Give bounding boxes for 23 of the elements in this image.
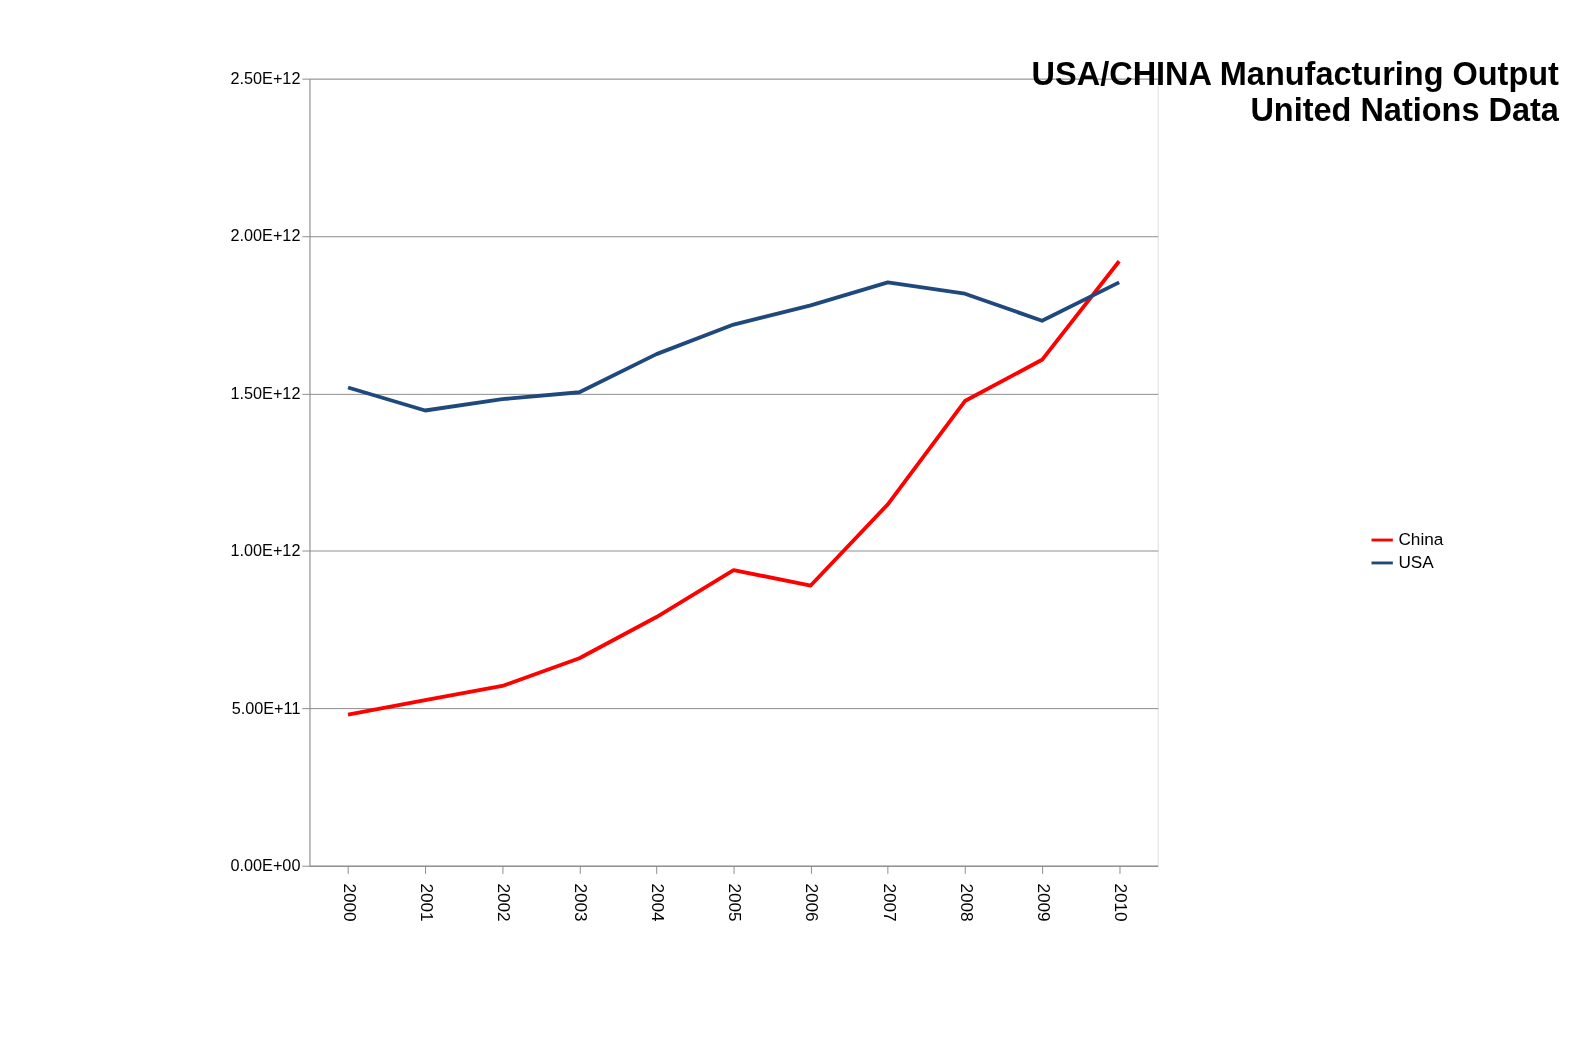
y-tick-label: 1.00E+12 <box>230 541 301 560</box>
x-tick-label: 2009 <box>1033 883 1054 922</box>
x-tick-label: 2010 <box>1110 883 1131 922</box>
text: United Nations Data <box>1250 91 1560 128</box>
x-tick-label: 2004 <box>648 883 669 923</box>
line-series <box>346 280 1122 413</box>
legend-label: USA <box>1398 551 1435 572</box>
y-tick-label: 5.00E+11 <box>231 698 301 717</box>
y-tick-label: 2.50E+12 <box>230 68 301 87</box>
text: USA/CHINA Manufacturing Output <box>1031 56 1560 93</box>
legend-label: China <box>1398 528 1444 549</box>
x-tick-label: 2008 <box>956 883 977 922</box>
line-series <box>346 259 1122 717</box>
y-tick-label: 1.50E+12 <box>230 383 301 402</box>
x-tick-label: 2007 <box>879 883 900 922</box>
x-tick-label: 2000 <box>339 883 360 922</box>
x-tick-label: 2003 <box>571 883 592 922</box>
y-tick-label: 0.00E+00 <box>230 856 301 874</box>
x-tick-label: 2006 <box>802 883 823 922</box>
x-tick-label: 2005 <box>725 883 746 922</box>
x-tick-label: 2002 <box>493 883 514 922</box>
x-tick-label: 2001 <box>416 883 437 922</box>
y-tick-label: 2.00E+12 <box>230 226 301 245</box>
